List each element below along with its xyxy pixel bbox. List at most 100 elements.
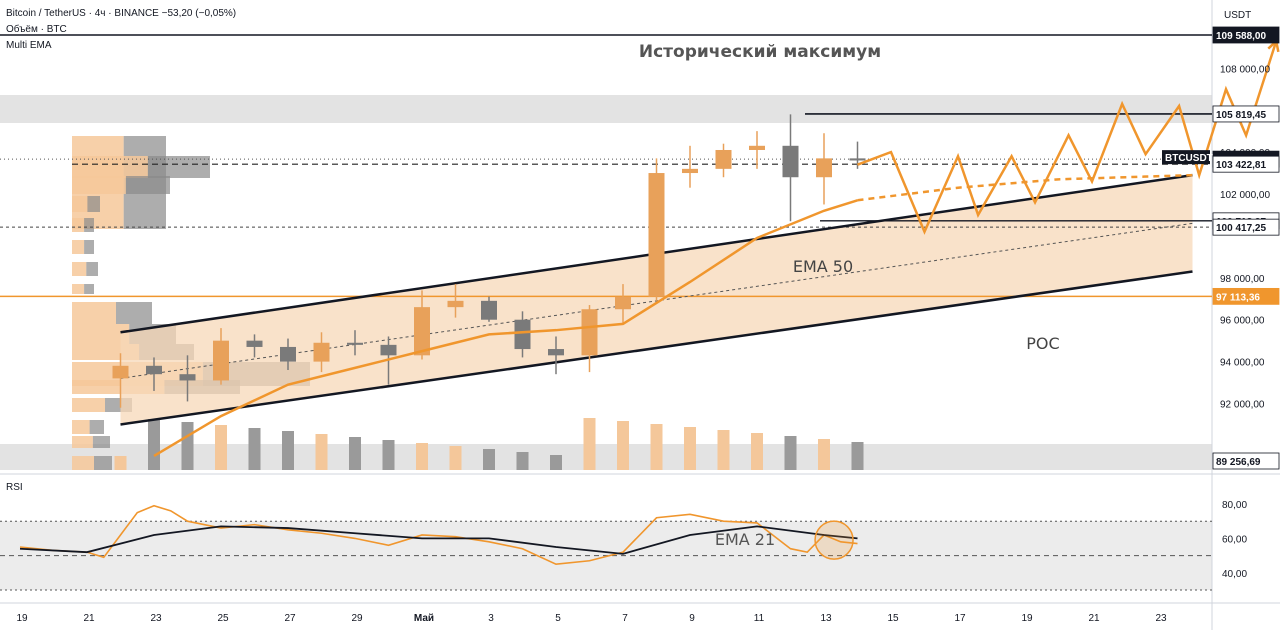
volume-bar [215, 425, 227, 470]
volume-bar [583, 418, 596, 470]
volume-profile-bar [72, 324, 130, 344]
x-tick-label: 27 [284, 613, 296, 624]
x-tick-label: 17 [954, 613, 966, 624]
poc-annotation: POC [1026, 334, 1059, 353]
volume-profile-bar [72, 176, 126, 194]
candle-body [715, 149, 732, 169]
x-tick-label: 29 [351, 613, 363, 624]
x-tick-label: 21 [83, 613, 95, 624]
rsi-tick-label: 60,00 [1222, 534, 1247, 545]
x-tick-label: 21 [1088, 613, 1100, 624]
volume-profile-bar [86, 262, 98, 276]
candle-body [615, 296, 631, 310]
rsi-tick-label: 40,00 [1222, 569, 1247, 580]
price-tag [1212, 452, 1280, 470]
volume-profile-bar [72, 436, 93, 448]
candle-body [179, 374, 196, 381]
volume-profile-bar [72, 218, 85, 232]
candle-body [749, 145, 765, 150]
candle-body [112, 365, 129, 379]
volume-profile-bar [84, 284, 94, 294]
support-zone [0, 444, 1212, 470]
volume-bar [717, 430, 730, 470]
x-tick-label: 15 [887, 613, 899, 624]
volume-bar [851, 442, 864, 470]
volume-profile-bar [84, 240, 94, 254]
x-tick-label: 23 [1155, 613, 1167, 624]
price-tag-label: 109 588,00 [1216, 31, 1266, 42]
volume-bar [784, 436, 797, 470]
price-tag [1212, 26, 1280, 44]
x-tick-label: 7 [622, 613, 628, 624]
ema50-line [153, 199, 858, 457]
candle-body [782, 145, 799, 178]
volume-bar [148, 419, 160, 470]
volume-bar [282, 431, 294, 470]
volume-profile-bar [72, 262, 87, 276]
symbol-tag [1162, 150, 1210, 165]
price-tag-label: 103 422,81 [1216, 160, 1266, 171]
candle-body [280, 346, 296, 362]
volume-bar [114, 456, 127, 470]
price-tag-label: 97 113,36 [1216, 292, 1260, 303]
price-tag [1212, 287, 1280, 305]
volume-profile-bar [92, 436, 110, 448]
y-tick-label: 102 000,00 [1220, 190, 1270, 201]
candle-body [347, 342, 363, 345]
price-tag [1212, 105, 1280, 123]
volume-bar [248, 428, 261, 470]
candle-body [213, 340, 229, 381]
volume-indicator-title[interactable]: Объём · BTC [6, 24, 67, 35]
price-tag [1212, 218, 1280, 236]
candle-body [246, 340, 263, 347]
x-tick-label: 13 [820, 613, 832, 624]
candle-body [648, 173, 665, 297]
price-tag-label: 100 417,25 [1216, 223, 1266, 234]
x-tick-label: 3 [488, 613, 494, 624]
candle-body [816, 158, 832, 178]
y-tick-label: 98 000,00 [1220, 274, 1265, 285]
volume-profile-bar [94, 456, 112, 470]
candle-body [682, 168, 698, 174]
volume-bar [315, 434, 328, 470]
volume-bar [449, 446, 462, 470]
volume-profile-bar [72, 156, 148, 178]
volume-profile-bar [72, 302, 116, 324]
candle-body [514, 319, 531, 350]
volume-profile-bar [125, 176, 170, 194]
price-tag [1212, 155, 1280, 173]
x-tick-label: 11 [754, 613, 765, 624]
rsi-highlight-circle [814, 520, 854, 560]
volume-bar [181, 422, 194, 470]
candle-body [447, 300, 464, 308]
y-tick-label: 96 000,00 [1220, 316, 1265, 327]
candle-body [849, 158, 866, 161]
x-tick-label: 19 [16, 613, 28, 624]
x-tick-label: 25 [217, 613, 229, 624]
volume-bar [516, 452, 529, 470]
ema-indicator-title[interactable]: Multi EMA [6, 40, 52, 51]
volume-bar [483, 449, 495, 470]
volume-profile-bar [116, 302, 152, 324]
rsi-line [19, 504, 858, 566]
channel-lower-line [120, 270, 1193, 426]
volume-profile-bar [87, 196, 100, 212]
volume-bar [650, 424, 663, 470]
candle-body [414, 307, 430, 356]
volume-profile-bar [89, 420, 104, 434]
y-tick-label: 108 000,00 [1220, 64, 1270, 75]
volume-bar [349, 437, 361, 470]
rsi-tick-label: 80,00 [1222, 500, 1247, 511]
x-tick-label: 9 [689, 613, 695, 624]
volume-bar [416, 443, 428, 470]
volume-bar [684, 427, 696, 470]
volume-bar [382, 440, 395, 470]
volume-profile-bar [72, 284, 85, 294]
x-tick-label: 5 [555, 613, 561, 624]
x-tick-label: Май [414, 613, 434, 624]
volume-bar [617, 421, 629, 470]
y-tick-label: 94 000,00 [1220, 358, 1265, 369]
forecast-path [857, 40, 1278, 235]
symbol-tag-label: BTCUSDT [1165, 153, 1213, 164]
